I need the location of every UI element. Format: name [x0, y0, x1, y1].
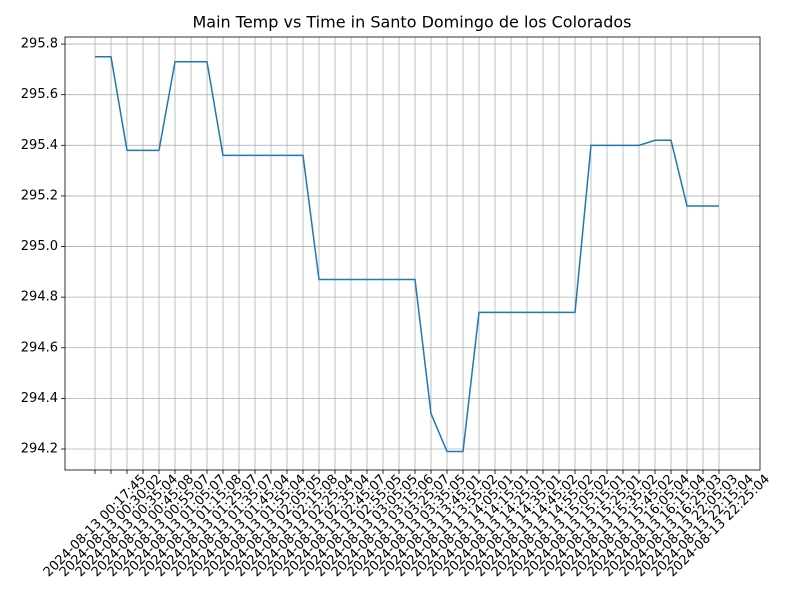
y-tick-label: 294.2 — [21, 441, 58, 456]
y-tick-label: 295.4 — [21, 138, 58, 153]
y-tick-label: 294.6 — [21, 340, 58, 355]
y-tick-label: 294.8 — [21, 290, 58, 305]
plot-frame — [64, 36, 761, 471]
line — [95, 55, 719, 453]
y-tick-label: 295.0 — [21, 239, 58, 254]
y-tick-label: 295.8 — [21, 37, 58, 52]
chart-title: Main Temp vs Time in Santo Domingo de lo… — [193, 13, 632, 32]
y-tick-label: 295.6 — [21, 87, 58, 102]
y-tick-label: 294.4 — [21, 391, 58, 406]
y-tick-label: 295.2 — [21, 188, 58, 203]
